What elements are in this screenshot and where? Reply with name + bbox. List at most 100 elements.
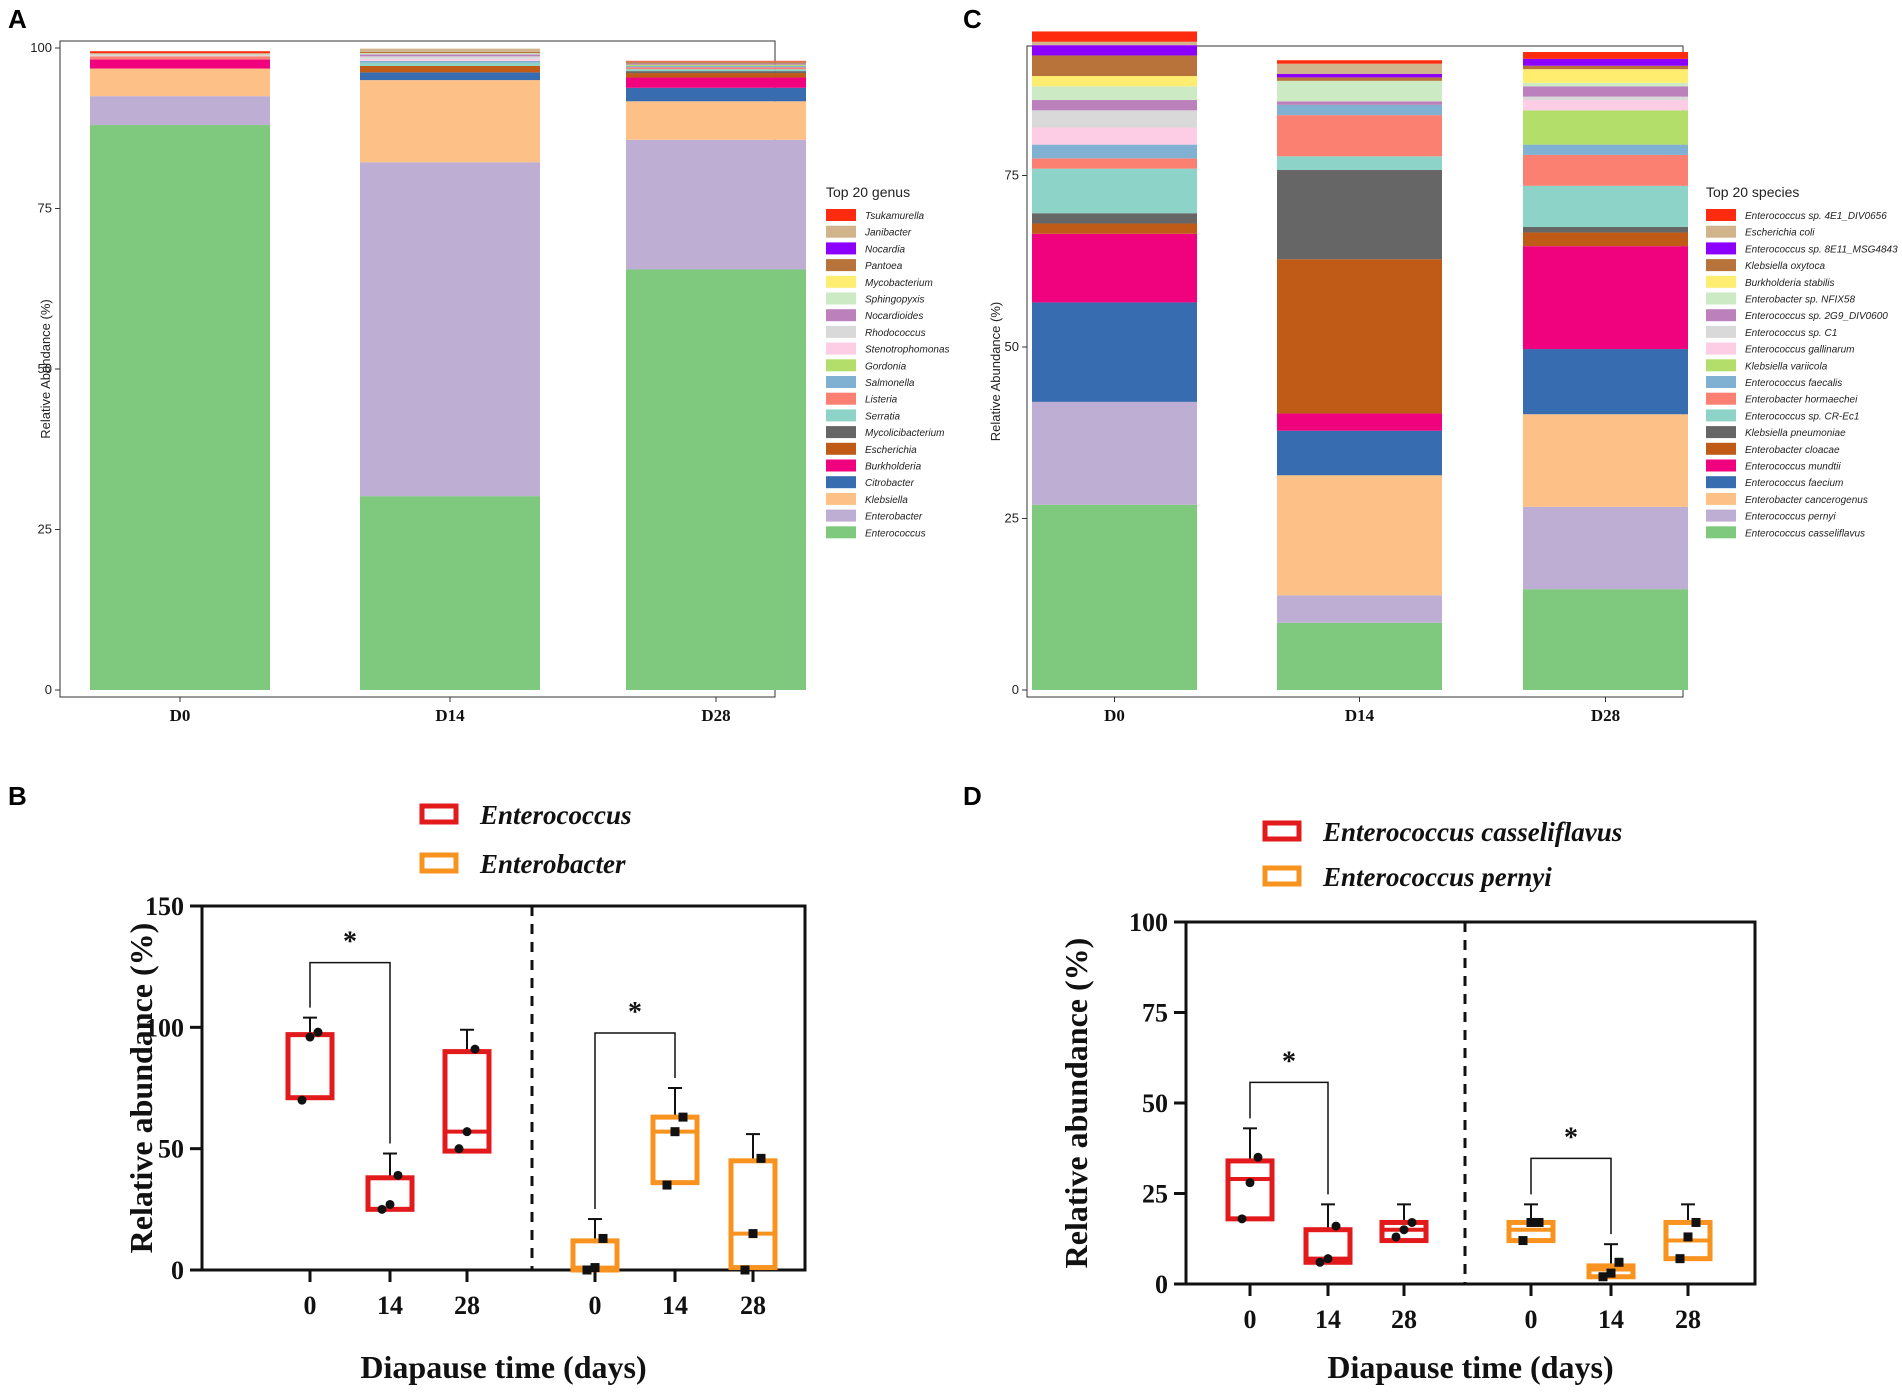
y-axis-title: Relative Abundance (%) [988, 302, 1003, 441]
data-point [313, 1027, 323, 1037]
bar-segment-nocardioides-d14 [360, 54, 540, 57]
legend-swatch-enterococcus-faecium [1706, 476, 1736, 489]
plot-frame [1184, 920, 1757, 1286]
bar-segment-klebsiella-variicola-d28 [1523, 110, 1688, 145]
legend-swatch-serratia [826, 409, 856, 422]
legend-swatch-sphingopyxis [826, 292, 856, 305]
bar-segment-mycolicibacterium-d28 [626, 71, 806, 74]
legend-swatch-enterococcus-sp-8e11-msg4843 [1706, 242, 1736, 255]
data-point [598, 1233, 608, 1243]
bar-segment-escherichia-d28 [626, 73, 806, 78]
bar-segment-enterococcus-sp-4e1-div0656-d0 [1032, 31, 1197, 42]
x-axis-title: Diapause time (days) [360, 1349, 646, 1385]
bar-segment-tsukamurella-d28 [626, 60, 806, 62]
legend-label-enterococcus-sp-2g9-div0600: Enterococcus sp. 2G9_DIV0600 [1745, 311, 1888, 322]
legend-label-enterobacter-sp-nfix58: Enterobacter sp. NFIX58 [1745, 295, 1855, 306]
y-tick-label: 75 [1005, 168, 1019, 183]
legend-swatch-burkholderia [826, 459, 856, 472]
data-point [670, 1127, 680, 1137]
legend-label-pantoea: Pantoea [865, 261, 903, 272]
data-point [582, 1265, 592, 1275]
legend-label-enterococcus-faecalis: Enterococcus faecalis [1745, 378, 1842, 389]
panel-a-stacked-bar-chart: 0 25 50 75 100 Relative Abundance (%) D0 D14 D28… [30, 40, 949, 725]
y-tick-label: 25 [1142, 1180, 1168, 1209]
bar-segment-janibacter-d28 [626, 61, 806, 63]
legend-swatch-enterococcus [419, 803, 459, 825]
bar-segment-enterobacter-cloacae-d14 [1277, 259, 1442, 414]
bar-segment-enterobacter-d28 [626, 139, 806, 270]
legend-swatch-enterococcus-sp-4e1-div0656 [1706, 209, 1736, 221]
box-enterobacter-day-14 [650, 1114, 700, 1186]
bar-segment-enterococcus-sp-2g9-div0600-d28 [1523, 86, 1688, 97]
data-point [297, 1095, 307, 1105]
data-point [454, 1144, 464, 1154]
significance-bracket [1249, 1081, 1329, 1195]
legend-label-enterobacter-cloacae: Enterobacter cloacae [1745, 445, 1840, 456]
legend-swatch-enterococcus-sp-2g9-div0600 [1706, 309, 1736, 322]
legend-swatch-enterobacter [419, 852, 459, 874]
legend-label-mycobacterium: Mycobacterium [865, 278, 933, 289]
legend-label-stenotrophomonas: Stenotrophomonas [865, 345, 950, 356]
bar-segment-enterococcus-faecalis-d14 [1277, 104, 1442, 116]
y-tick-label: 0 [1155, 1270, 1168, 1299]
legend-label-tsukamurella: Tsukamurella [865, 211, 925, 222]
box-enterobacter-day-28 [728, 1158, 778, 1271]
significance-bracket [594, 1032, 676, 1210]
bar-segment-janibacter-d14 [360, 48, 540, 52]
bar-segment-burkholderia-d0 [90, 59, 270, 69]
data-point [1614, 1257, 1624, 1267]
legend-swatch-klebsiella-variicola [1706, 359, 1736, 372]
legend-label-enterococcus-mundtii: Enterococcus mundtii [1745, 462, 1841, 473]
bar-segment-escherichia-coli-d0 [1032, 41, 1197, 46]
bar-segment-stenotrophomonas-d14 [360, 58, 540, 61]
bar-segment-enterococcus-d14 [360, 496, 540, 690]
box-enterococcus-day-28 [442, 1049, 492, 1154]
bar-segment-rhodococcus-d14 [360, 56, 540, 59]
bar-segment-janibacter-d0 [90, 53, 270, 55]
legend-label-enterococcus-casseliflavus: Enterococcus casseliflavus [1745, 528, 1865, 539]
panel-c-stacked-bar-chart: 0 25 50 75 Relative Abundance (%) D0 D14 D28 Top… [988, 31, 1898, 725]
bar-segment-serratia-d28 [626, 69, 806, 72]
legend-label-enterococcus: Enterococcus [479, 800, 632, 830]
legend-label-burkholderia-stabilis: Burkholderia stabilis [1745, 278, 1835, 289]
bar-segment-gordonia-d28 [626, 64, 806, 66]
legend-label-enterococcus: Enterococcus [865, 528, 926, 539]
y-tick-label: 150 [145, 892, 184, 921]
bar-segment-enterobacter-hormaechei-d28 [1523, 154, 1688, 186]
data-point [740, 1265, 750, 1275]
bar-segment-enterobacter-sp-nfix58-d0 [1032, 86, 1197, 101]
x-tick-label-d28: D28 [1591, 706, 1620, 725]
data-point [1598, 1272, 1608, 1282]
x-tick-label-day-28: 28 [1391, 1305, 1417, 1334]
legend-swatch-citrobacter [826, 476, 856, 489]
legend-label-enterococcus-pernyi: Enterococcus pernyi [1322, 862, 1552, 892]
bar-segment-pantoea-d28 [626, 62, 806, 64]
legend-swatch-enterobacter-cloacae [1706, 442, 1736, 455]
legend-label-enterococcus-sp-c1: Enterococcus sp. C1 [1745, 328, 1837, 339]
y-tick-label: 50 [1005, 339, 1019, 354]
bar-segment-enterococcus-faecium-d14 [1277, 430, 1442, 476]
data-point [385, 1199, 395, 1209]
legend-swatch-enterobacter-hormaechei [1706, 392, 1736, 405]
bar-segment-klebsiella-oxytoca-d14 [1277, 77, 1442, 81]
legend-label-salmonella: Salmonella [865, 378, 915, 389]
legend-label-enterococcus-sp-cr-ec1: Enterococcus sp. CR-Ec1 [1745, 411, 1860, 422]
bar-segment-nocardioides-d28 [626, 63, 806, 65]
bar-segment-enterobacter-cancerogenus-d14 [1277, 475, 1442, 596]
x-tick-label-day-14: 14 [1315, 1305, 1341, 1334]
bar-segment-burkholderia-d28 [626, 77, 806, 88]
bar-segment-enterococcus-sp-cr-ec1-d0 [1032, 168, 1197, 214]
data-point [662, 1180, 672, 1190]
bar-segment-escherichia-coli-d14 [1277, 63, 1442, 74]
y-axis-title: Relative Abundance (%) [38, 299, 53, 438]
bar-segment-klebsiella-oxytoca-d28 [1523, 65, 1688, 70]
legend-swatch-enterobacter-cancerogenus [1706, 492, 1736, 505]
legend-swatch-nocardia [826, 242, 856, 255]
data-point [1253, 1152, 1263, 1162]
bar-segment-enterococcus-sp-4e1-div0656-d14 [1277, 60, 1442, 64]
data-point [678, 1112, 688, 1122]
y-tick-label: 0 [1012, 682, 1019, 697]
x-tick-label-d0: D0 [1104, 706, 1125, 725]
bar-segment-enterobacter-cloacae-d28 [1523, 232, 1688, 247]
bar-segment-enterococcus-mundtii-d14 [1277, 413, 1442, 431]
